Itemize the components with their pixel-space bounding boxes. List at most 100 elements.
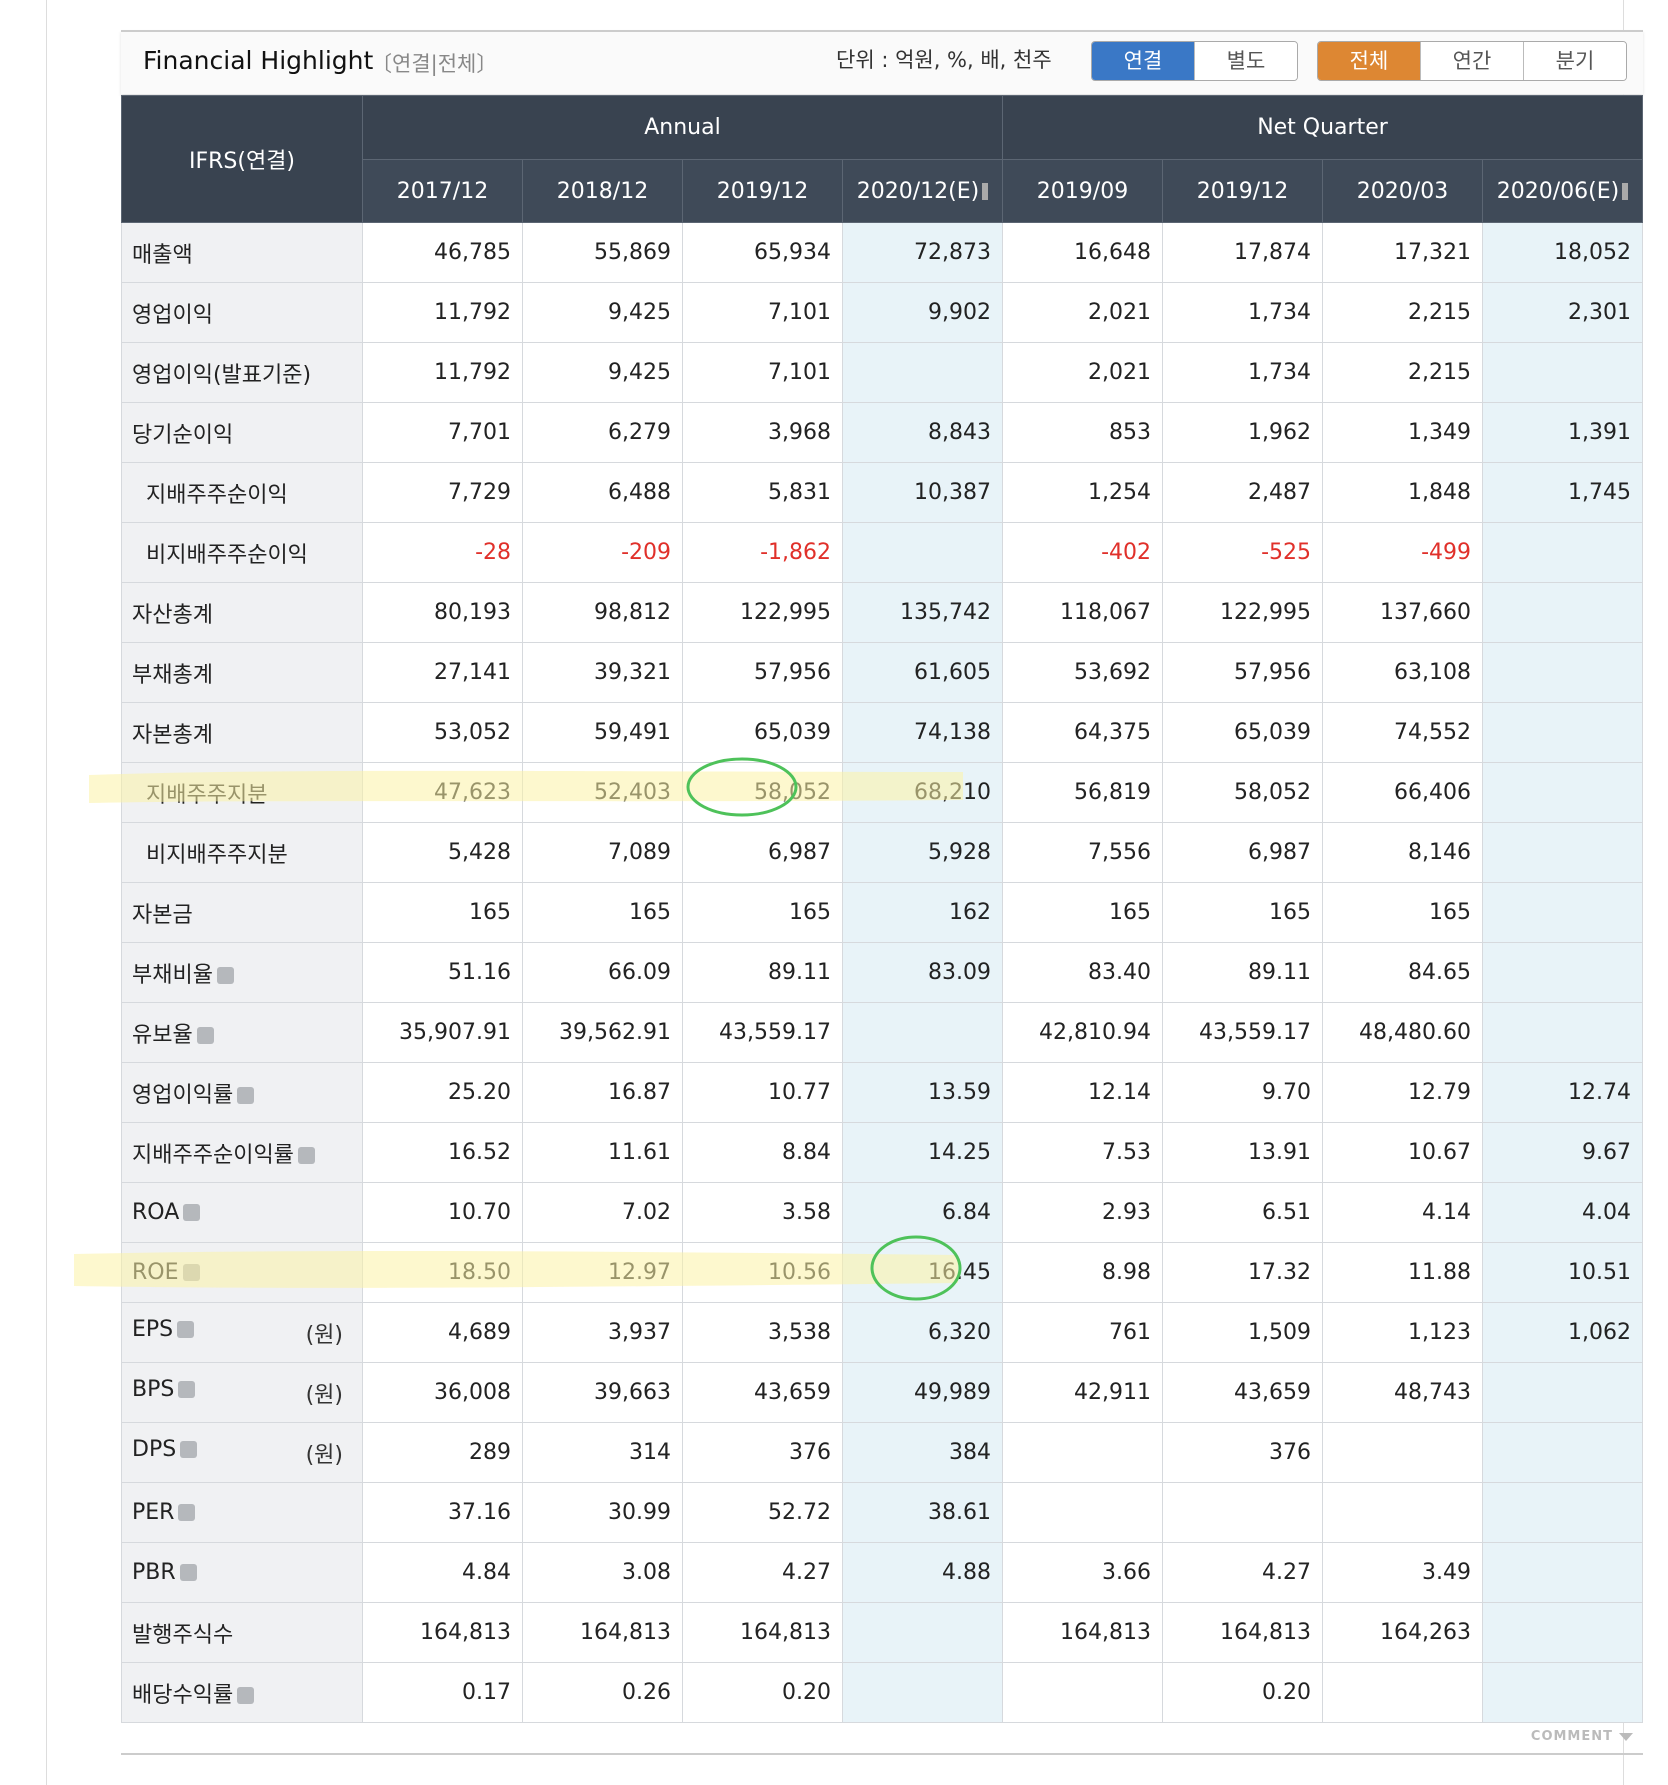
corner-header: IFRS(연결) [121, 95, 363, 223]
value-cell: 0.26 [522, 1662, 683, 1723]
value-cell: 11,792 [362, 282, 523, 343]
row-header: BPS (원) [121, 1362, 363, 1423]
toggle-button[interactable]: 별도 [1194, 42, 1297, 80]
value-cell: 53,692 [1002, 642, 1163, 703]
value-cell: 6.51 [1162, 1182, 1323, 1243]
value-cell: 164,813 [1002, 1602, 1163, 1663]
value-cell: 10.67 [1322, 1122, 1483, 1183]
value-cell: 7,101 [682, 342, 843, 403]
value-cell: 11.61 [522, 1122, 683, 1183]
value-cell: 9.67 [1482, 1122, 1643, 1183]
value-cell: 43,659 [1162, 1362, 1323, 1423]
value-cell: 4.88 [842, 1542, 1003, 1603]
row-label: 자본금 [132, 902, 193, 928]
help-icon[interactable] [182, 1264, 200, 1281]
row-header: 매출액 [121, 222, 363, 283]
value-cell: 5,831 [682, 462, 843, 523]
help-icon[interactable] [297, 1146, 315, 1164]
value-cell: 2,021 [1002, 342, 1163, 403]
value-cell: 4.27 [682, 1542, 843, 1603]
row-header: 지배주주순이익 [121, 462, 363, 523]
toggle-button[interactable]: 연결 [1092, 42, 1194, 80]
row-unit: (원) [305, 1322, 343, 1348]
value-cell [1482, 1362, 1643, 1423]
help-icon[interactable] [178, 1380, 196, 1398]
table-row: 자산총계 80,193 98,812 122,995 135,742 118,067 122… [121, 582, 1643, 643]
value-cell: 853 [1002, 402, 1163, 463]
value-cell: 165 [522, 882, 683, 943]
comment-toggle[interactable]: COMMENT [1530, 1729, 1613, 1744]
value-cell: 18,052 [1482, 222, 1643, 283]
column-label: 2018/12 [556, 178, 649, 204]
value-cell: 3.49 [1322, 1542, 1483, 1603]
column-header: 2018/12 [522, 159, 683, 223]
value-cell: 65,934 [682, 222, 843, 283]
value-cell: 80,193 [362, 582, 523, 643]
value-cell: 9,425 [522, 342, 683, 403]
value-cell: 6.84 [842, 1182, 1003, 1243]
value-cell: 18.50 [362, 1242, 523, 1303]
value-cell: -28 [362, 522, 523, 583]
help-icon[interactable] [183, 1204, 201, 1221]
value-cell: 7,729 [362, 462, 523, 523]
value-cell [842, 1662, 1003, 1723]
value-cell: 42,810.94 [1002, 1002, 1163, 1063]
value-cell [842, 522, 1003, 583]
value-cell: 17,321 [1322, 222, 1483, 283]
value-cell: 10.77 [682, 1062, 843, 1123]
value-cell: 11.88 [1322, 1242, 1483, 1303]
value-cell: 74,138 [842, 702, 1003, 763]
value-cell: 5,928 [842, 822, 1003, 883]
help-icon[interactable] [196, 1026, 214, 1044]
value-cell: 4,689 [362, 1302, 523, 1363]
value-cell: 164,813 [682, 1602, 843, 1663]
help-icon[interactable] [178, 1504, 196, 1521]
value-cell: 2,215 [1322, 282, 1483, 343]
value-cell: 12.74 [1482, 1062, 1643, 1123]
help-icon[interactable] [180, 1440, 198, 1458]
row-label: 부채총계 [132, 662, 213, 688]
value-cell: 27,141 [362, 642, 523, 703]
row-header: 당기순이익 [121, 402, 363, 463]
value-cell [1002, 1422, 1163, 1483]
row-label: 유보율 [132, 1022, 193, 1048]
group-header: Net Quarter [1002, 95, 1643, 160]
help-icon[interactable] [179, 1564, 197, 1581]
value-cell: 10,387 [842, 462, 1003, 523]
period-button[interactable]: 전체 [1318, 42, 1420, 80]
help-icon[interactable] [237, 1086, 255, 1104]
value-cell: 0.17 [362, 1662, 523, 1723]
table-row: EPS (원) 4,689 3,937 3,538 6,320 761 1,509 1,123 1… [121, 1302, 1643, 1363]
value-cell: 39,663 [522, 1362, 683, 1423]
value-cell: 165 [1322, 882, 1483, 943]
value-cell: 3,937 [522, 1302, 683, 1363]
value-cell: 1,254 [1002, 462, 1163, 523]
value-cell: 122,995 [1162, 582, 1323, 643]
value-cell: 6,320 [842, 1302, 1003, 1363]
help-icon[interactable] [216, 966, 234, 984]
row-header: 비지배주주순이익 [121, 522, 363, 583]
value-cell: 3.66 [1002, 1542, 1163, 1603]
value-cell: 1,962 [1162, 402, 1323, 463]
value-cell [1482, 342, 1643, 403]
row-header: ROE [121, 1242, 363, 1303]
row-header: 영업이익(발표기준) [121, 342, 363, 403]
value-cell: 9,902 [842, 282, 1003, 343]
value-cell: 165 [1002, 882, 1163, 943]
column-label: 2019/12 [1196, 178, 1289, 204]
value-cell: 47,623 [362, 762, 523, 823]
value-cell: 74,552 [1322, 702, 1483, 763]
row-header: ROA [121, 1182, 363, 1243]
value-cell: 66.09 [522, 942, 683, 1003]
row-header: 비지배주주지분 [121, 822, 363, 883]
value-cell: 57,956 [682, 642, 843, 703]
table-row: 영업이익 11,792 9,425 7,101 9,902 2,021 1,734 2,215… [121, 282, 1643, 343]
row-label: EPS [132, 1316, 174, 1342]
help-icon[interactable] [237, 1686, 255, 1704]
row-header: 부채비율 [121, 942, 363, 1003]
help-icon[interactable] [177, 1320, 195, 1338]
period-button[interactable]: 연간 [1420, 42, 1523, 80]
value-cell [1482, 942, 1643, 1003]
period-button[interactable]: 분기 [1523, 42, 1626, 80]
value-cell: 65,039 [682, 702, 843, 763]
